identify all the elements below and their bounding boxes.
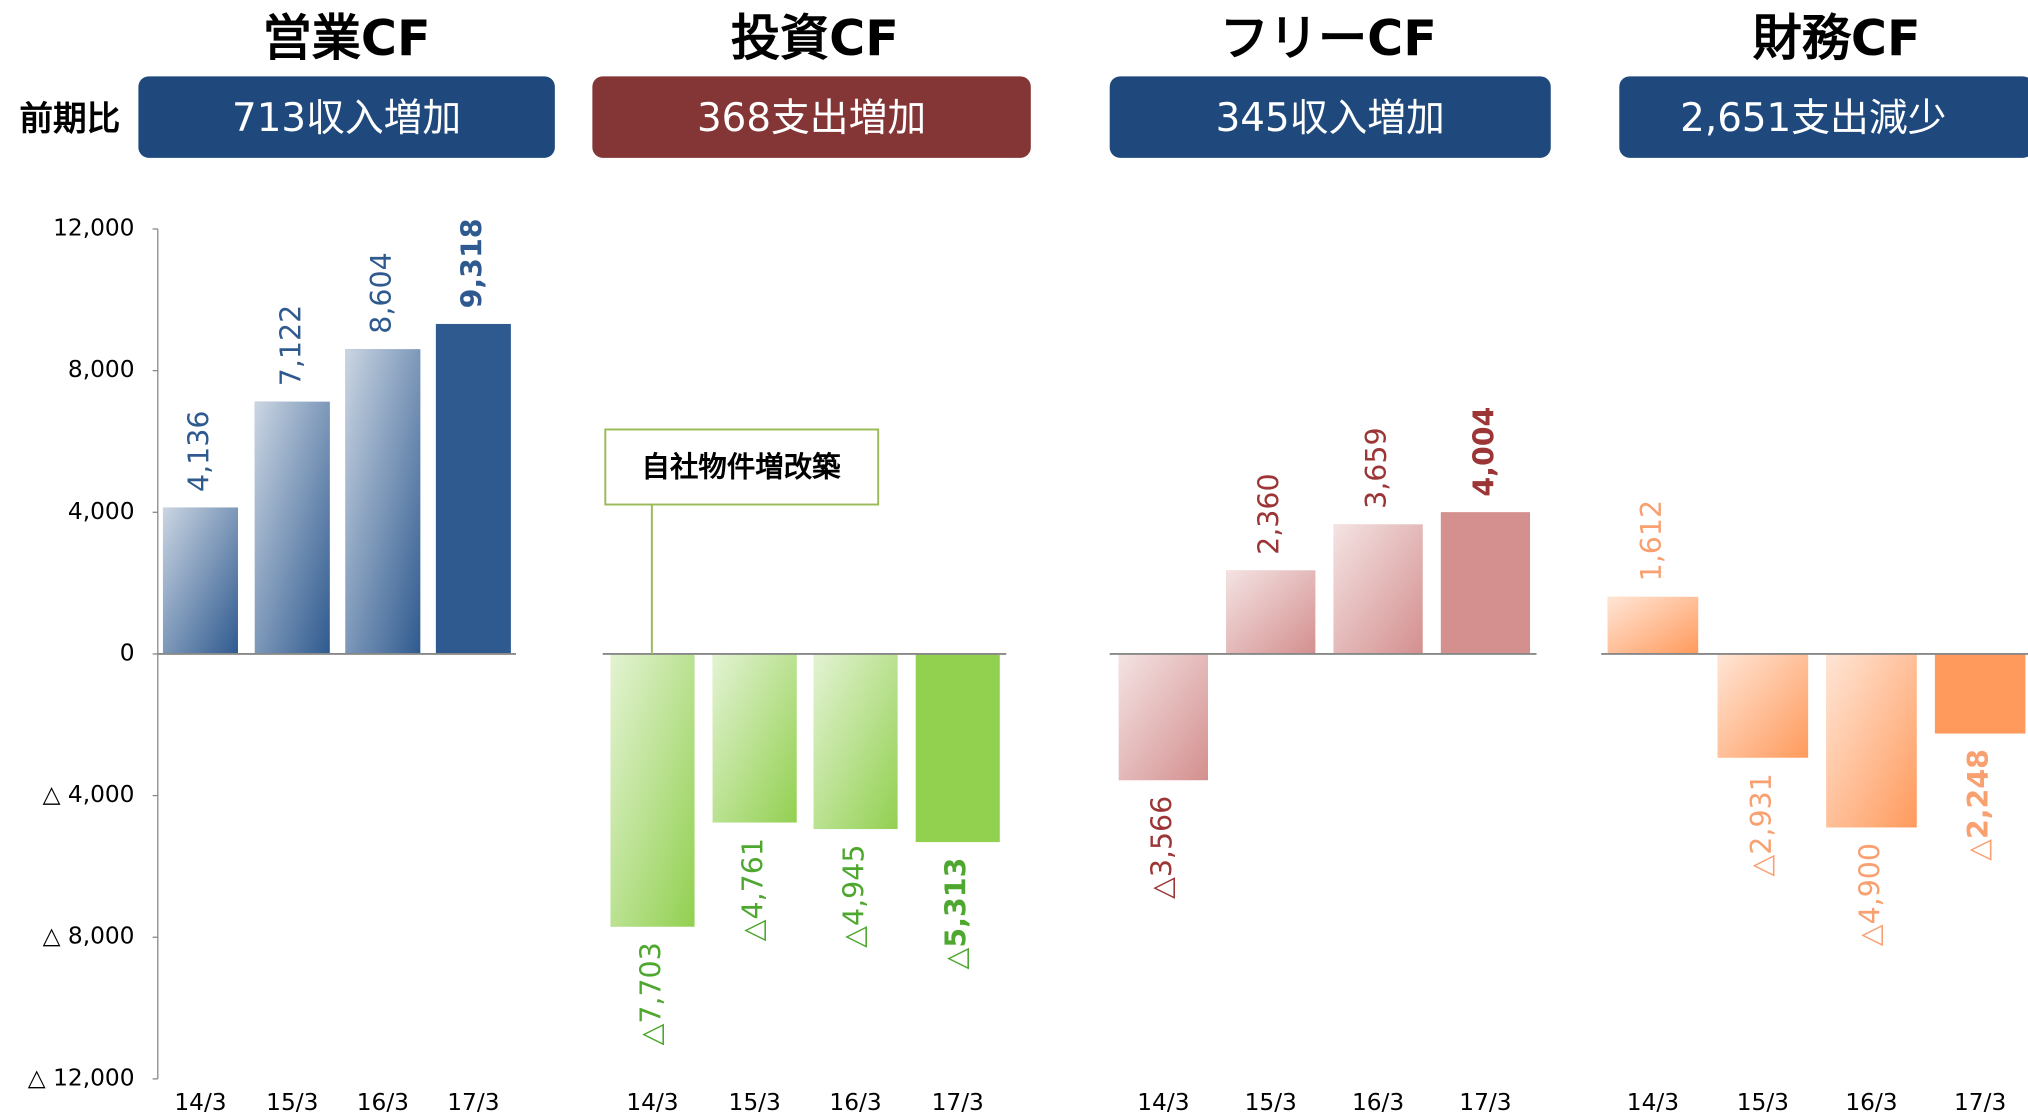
chart-title: 財務CF xyxy=(1753,9,1921,67)
x-tick-label: 15/3 xyxy=(1737,1089,1789,1116)
x-tick-label: 17/3 xyxy=(1459,1089,1511,1116)
bar xyxy=(435,323,511,654)
value-label: 9,318 xyxy=(455,218,488,308)
x-tick-label: 15/3 xyxy=(1245,1089,1297,1116)
x-tick-label: 16/3 xyxy=(1845,1089,1897,1116)
value-label: 2,360 xyxy=(1253,473,1286,554)
bar-shade xyxy=(1607,596,1699,654)
subtitle-box xyxy=(1619,76,2028,158)
y-tick-label: 4,000 xyxy=(68,498,135,525)
value-label: △4,761 xyxy=(737,838,770,941)
subtitle-box xyxy=(1109,76,1551,158)
subtitle-box xyxy=(592,76,1031,158)
value-label: 4,004 xyxy=(1467,407,1500,497)
y-tick-label: 8,000 xyxy=(68,356,135,383)
value-label: △4,945 xyxy=(838,845,871,948)
chart-title: 投資CF xyxy=(731,9,899,67)
x-tick-label: 15/3 xyxy=(266,1089,318,1116)
chart-subtitle: 368支出増加 xyxy=(697,96,926,141)
bar xyxy=(1934,653,2026,734)
side-label: 前期比 xyxy=(19,99,120,138)
x-tick-label: 16/3 xyxy=(829,1089,881,1116)
x-tick-label: 16/3 xyxy=(1352,1089,1404,1116)
y-tick-label: 0 xyxy=(120,639,135,666)
bar-shade xyxy=(1226,570,1316,654)
bar xyxy=(1440,512,1531,654)
y-tick-label: △ 4,000 xyxy=(43,781,135,808)
bar-shade xyxy=(162,507,238,654)
x-tick-label: 14/3 xyxy=(1137,1089,1189,1116)
bar-shade xyxy=(1826,653,1917,828)
value-label: △7,703 xyxy=(635,942,668,1045)
x-tick-label: 14/3 xyxy=(1627,1089,1679,1116)
value-label: 4,136 xyxy=(182,411,215,492)
chart-title: フリーCF xyxy=(1220,9,1437,67)
bar-shade xyxy=(813,653,898,830)
chart-subtitle: 713収入増加 xyxy=(232,96,461,141)
bar-shade xyxy=(1333,524,1423,654)
value-label: △4,900 xyxy=(1854,843,1887,946)
bar-shade xyxy=(1118,653,1209,781)
x-tick-label: 17/3 xyxy=(932,1089,984,1116)
bar-shade xyxy=(345,349,421,654)
x-tick-label: 14/3 xyxy=(174,1089,226,1116)
x-tick-label: 16/3 xyxy=(357,1089,409,1116)
x-tick-label: 15/3 xyxy=(729,1089,781,1116)
x-tick-label: 17/3 xyxy=(1954,1089,2006,1116)
x-tick-label: 14/3 xyxy=(626,1089,678,1116)
chart-subtitle: 2,651支出減少 xyxy=(1680,96,1946,141)
bar-shade xyxy=(610,653,695,927)
bar-shade xyxy=(1717,653,1809,758)
y-tick-label: △ 12,000 xyxy=(28,1064,135,1091)
value-label: △5,313 xyxy=(940,858,973,970)
bar xyxy=(915,653,1000,843)
bar-shade xyxy=(712,653,797,823)
x-tick-label: 17/3 xyxy=(447,1089,499,1116)
subtitle-box xyxy=(138,76,555,158)
chart-subtitle: 345収入増加 xyxy=(1216,96,1445,141)
annotation-box xyxy=(604,428,880,506)
value-label: △2,248 xyxy=(1962,749,1995,861)
annotation: 自社物件増改築 xyxy=(642,450,842,483)
value-label: 7,122 xyxy=(274,305,307,386)
bar-shade xyxy=(254,401,330,654)
value-label: 1,612 xyxy=(1635,500,1668,581)
y-tick-label: 12,000 xyxy=(53,214,134,241)
value-label: △2,931 xyxy=(1745,773,1778,876)
chart-title: 営業CF xyxy=(263,9,431,67)
value-label: 8,604 xyxy=(365,252,398,333)
y-tick-label: △ 8,000 xyxy=(43,923,135,950)
value-label: 3,659 xyxy=(1360,427,1393,508)
value-label: △3,566 xyxy=(1145,796,1178,899)
